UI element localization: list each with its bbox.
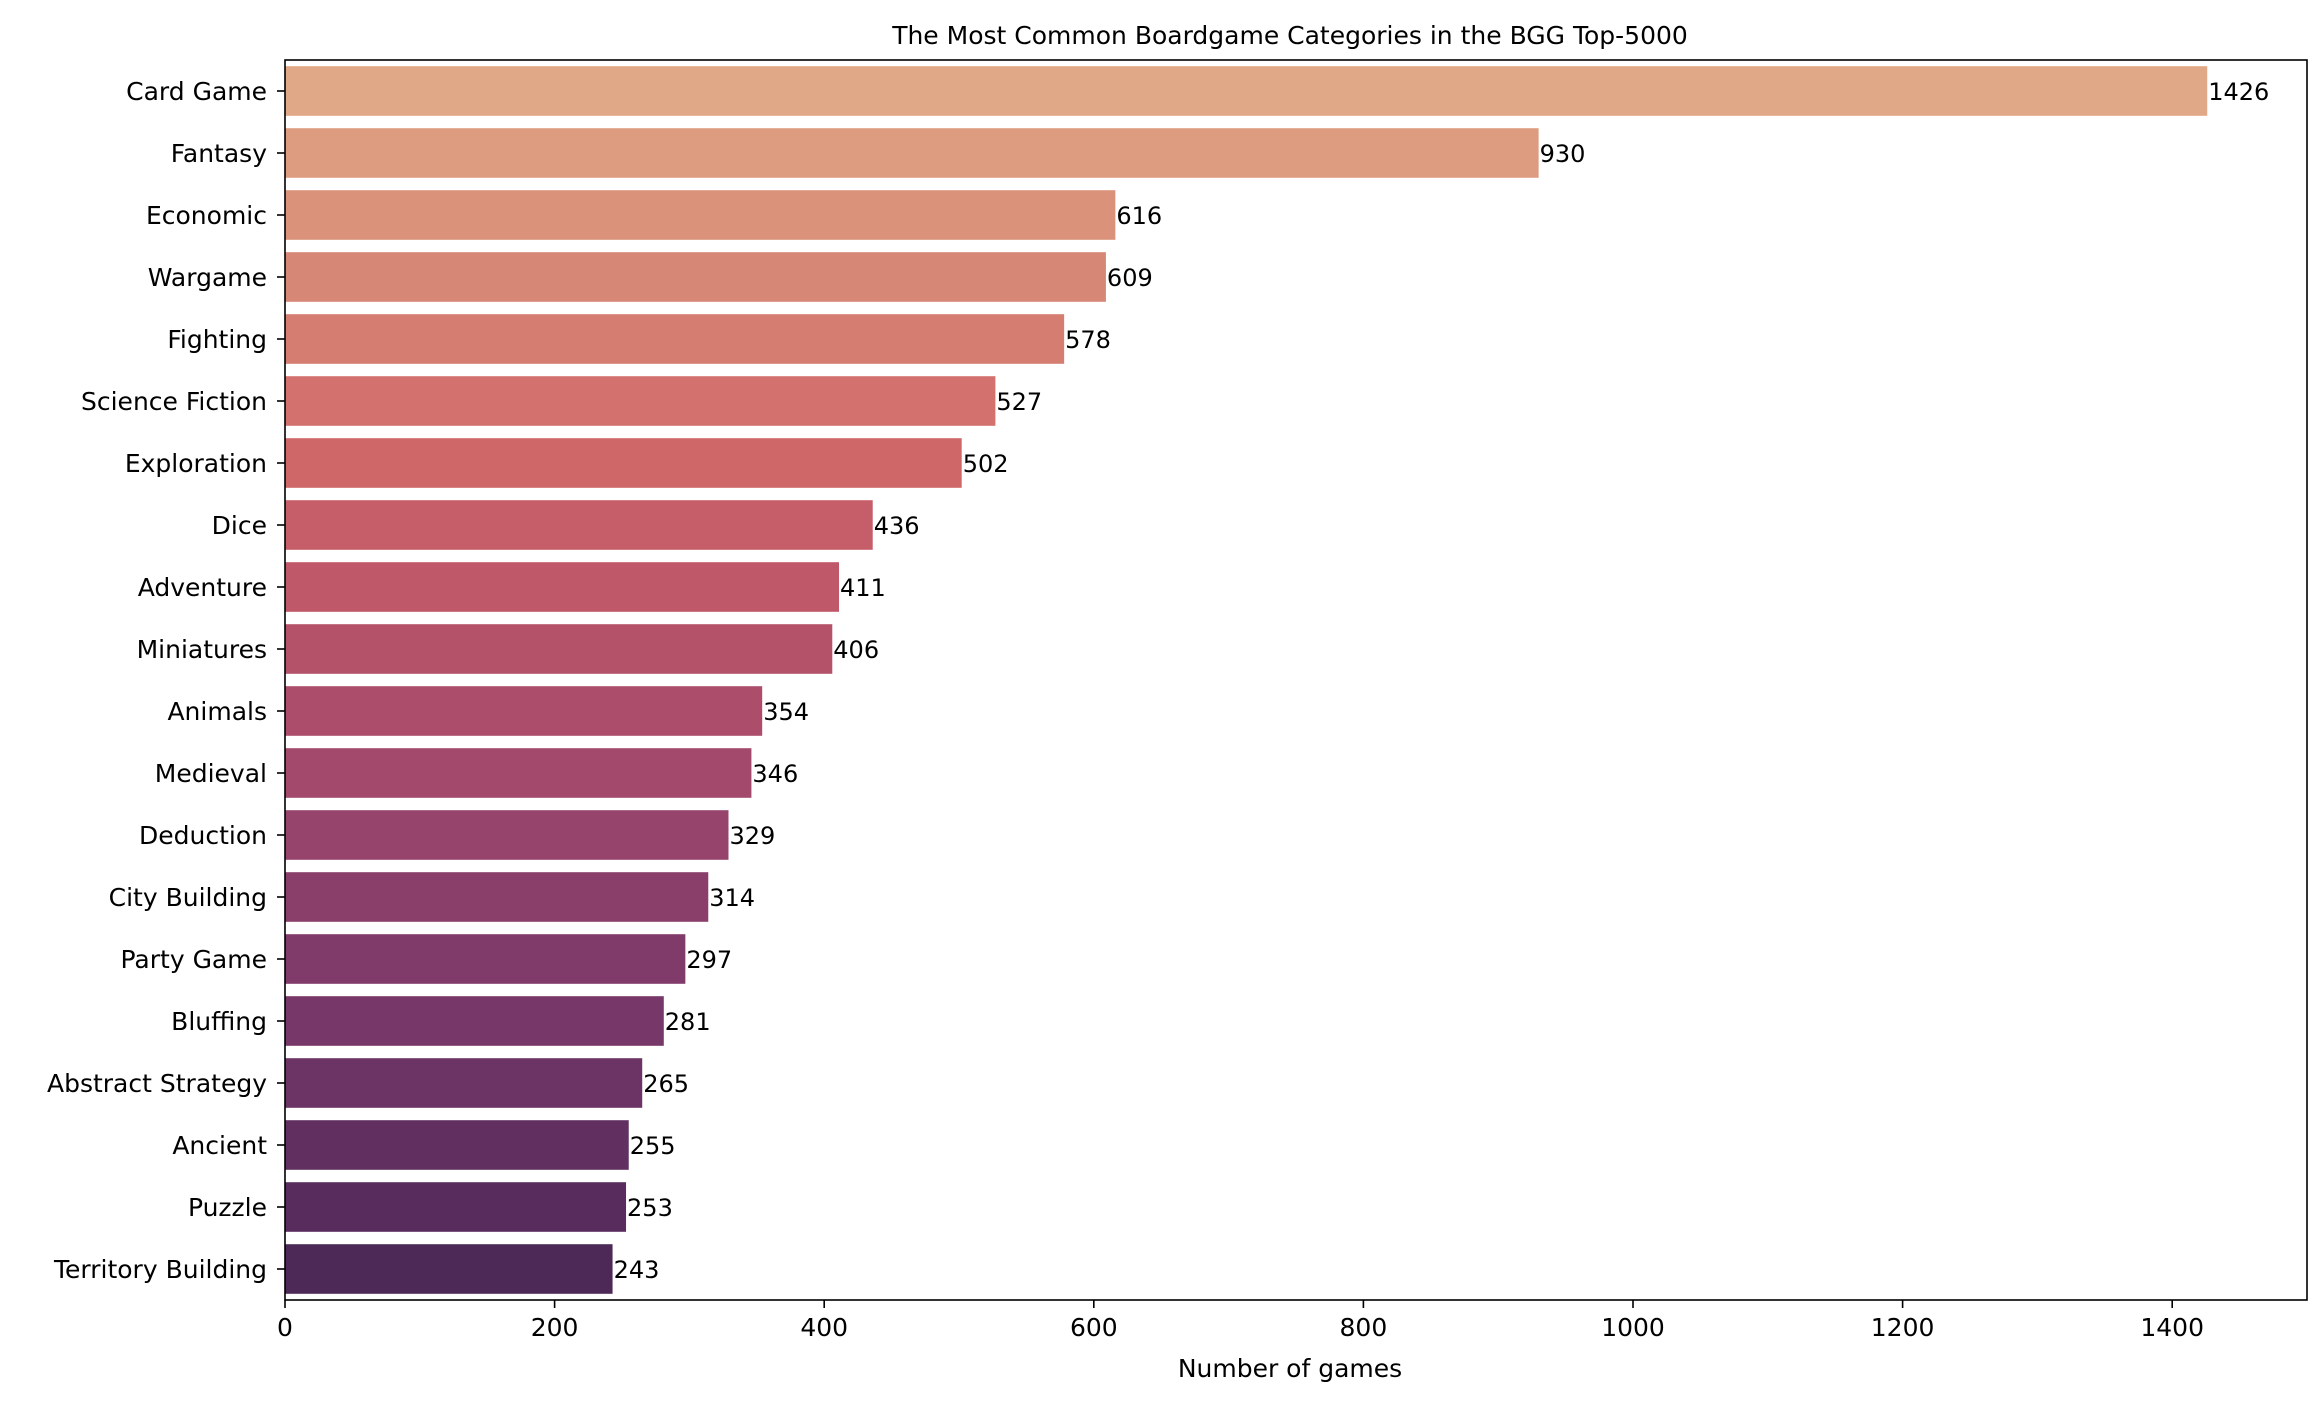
- x-tick-label: 400: [800, 1313, 848, 1342]
- bar: [285, 562, 840, 612]
- data-labels-layer: 1426 930 616 609 578 527 502 436 411 406 354 346 329…: [614, 78, 2270, 1284]
- y-tick-label: Miniatures: [137, 635, 267, 664]
- data-label: 253: [627, 1194, 673, 1222]
- bar: [285, 252, 1106, 302]
- bars-layer: [285, 66, 2208, 1294]
- x-tick-label: 1000: [1601, 1313, 1665, 1342]
- data-label: 346: [752, 760, 798, 788]
- bar: [285, 810, 729, 860]
- bar: [285, 500, 873, 550]
- y-tick-label: Dice: [212, 511, 267, 540]
- bar: [285, 190, 1116, 240]
- y-tick-label: Card Game: [126, 77, 267, 106]
- x-tick-label: 800: [1340, 1313, 1388, 1342]
- bar: [285, 1244, 613, 1294]
- bar: [285, 748, 752, 798]
- bar: [285, 1120, 629, 1170]
- y-tick-label: Science Fiction: [81, 387, 267, 416]
- bar: [285, 624, 833, 674]
- data-label: 314: [709, 884, 755, 912]
- x-axis-label: Number of games: [1178, 1354, 1402, 1383]
- data-label: 930: [1540, 140, 1586, 168]
- y-tick-label: Medieval: [155, 759, 267, 788]
- y-tick-label: Wargame: [148, 263, 267, 292]
- x-tick-label: 1200: [1871, 1313, 1935, 1342]
- x-tick-label: 600: [1070, 1313, 1118, 1342]
- x-tick-label: 0: [277, 1313, 293, 1342]
- data-label: 281: [665, 1008, 711, 1036]
- y-tick-label: Ancient: [172, 1131, 267, 1160]
- data-label: 255: [630, 1132, 676, 1160]
- bar: [285, 934, 686, 984]
- data-label: 527: [996, 388, 1042, 416]
- bar: [285, 996, 664, 1046]
- data-label: 578: [1065, 326, 1111, 354]
- data-label: 243: [614, 1256, 660, 1284]
- bar: [285, 376, 996, 426]
- y-tick-label: Exploration: [125, 449, 267, 478]
- bar: [285, 686, 763, 736]
- data-label: 436: [874, 512, 920, 540]
- y-tick-label: Puzzle: [188, 1193, 267, 1222]
- bar: [285, 66, 2208, 116]
- bar: [285, 872, 709, 922]
- y-tick-label: Abstract Strategy: [47, 1069, 267, 1098]
- data-label: 502: [963, 450, 1009, 478]
- data-label: 329: [729, 822, 775, 850]
- y-tick-label: City Building: [109, 883, 267, 912]
- chart-title: The Most Common Boardgame Categories in …: [891, 21, 1688, 50]
- data-label: 354: [763, 698, 809, 726]
- y-tick-label: Adventure: [138, 573, 267, 602]
- plot-frame: [284, 59, 2308, 1301]
- y-tick-label: Bluffing: [171, 1007, 267, 1036]
- x-tick-label: 1400: [2140, 1313, 2204, 1342]
- data-label: 609: [1107, 264, 1153, 292]
- x-axis-ticks: 0 200 400 600 800 1000 1200 1400: [277, 1300, 2204, 1342]
- bar: [285, 1058, 643, 1108]
- data-label: 265: [643, 1070, 689, 1098]
- data-label: 406: [833, 636, 879, 664]
- y-tick-label: Party Game: [120, 945, 267, 974]
- y-tick-label: Economic: [146, 201, 267, 230]
- y-tick-label: Deduction: [139, 821, 267, 850]
- data-label: 411: [840, 574, 886, 602]
- data-label: 1426: [2208, 78, 2269, 106]
- x-tick-label: 200: [531, 1313, 579, 1342]
- y-tick-label: Territory Building: [53, 1255, 267, 1284]
- data-label: 297: [686, 946, 732, 974]
- bar: [285, 314, 1065, 364]
- data-label: 616: [1116, 202, 1162, 230]
- y-tick-label: Fighting: [167, 325, 267, 354]
- bar: [285, 1182, 627, 1232]
- y-axis-ticks: Card Game Fantasy Economic Wargame Fighting S…: [47, 77, 285, 1284]
- y-tick-label: Animals: [167, 697, 267, 726]
- y-tick-label: Fantasy: [171, 139, 267, 168]
- bar: [285, 438, 962, 488]
- bar: [285, 128, 1539, 178]
